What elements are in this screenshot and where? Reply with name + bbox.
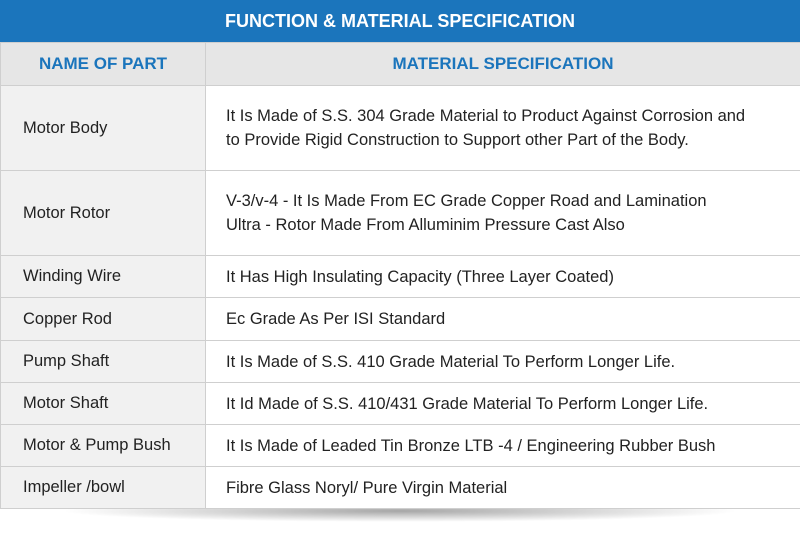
spec-cell: It Is Made of S.S. 410 Grade Material To… [205,340,800,383]
spec-line: It Is Made of S.S. 410 Grade Material To… [226,352,676,371]
row: Motor Body It Is Made of S.S. 304 Grade M… [0,85,800,171]
part-name: Impeller /bowl [0,466,206,509]
part-name: Pump Shaft [0,340,206,383]
spec-line: It Has High Insulating Capacity (Three L… [226,267,614,286]
row: Motor Rotor V-3/v-4 - It Is Made From EC … [0,170,800,256]
row: Motor & Pump Bush It Is Made of Leaded Ti… [0,424,800,467]
row: Motor Shaft It Id Made of S.S. 410/431 Gr… [0,382,800,425]
spec-cell: Ec Grade As Per ISI Standard [205,297,800,341]
part-name: Copper Rod [0,297,206,341]
row: Winding Wire It Has High Insulating Capac… [0,255,800,298]
part-name: Winding Wire [0,255,206,298]
row: Pump Shaft It Is Made of S.S. 410 Grade M… [0,340,800,383]
spec-cell: It Is Made of Leaded Tin Bronze LTB -4 /… [205,424,800,467]
spec-line: It Is Made of Leaded Tin Bronze LTB -4 /… [226,436,716,455]
spec-line: V-3/v-4 - It Is Made From EC Grade Coppe… [226,192,707,210]
spec-cell: Fibre Glass Noryl/ Pure Virgin Material [205,466,800,509]
spec-line: Ec Grade As Per ISI Standard [226,310,446,328]
spec-table: NAME OF PART MATERIAL SPECIFICATION Moto… [0,42,800,509]
spec-line: Fibre Glass Noryl/ Pure Virgin Material [226,478,508,497]
header-row: NAME OF PART MATERIAL SPECIFICATION [0,42,800,86]
spec-cell: V-3/v-4 - It Is Made From EC Grade Coppe… [205,170,800,256]
row: Copper Rod Ec Grade As Per ISI Standard [0,297,800,341]
header-cell: MATERIAL SPECIFICATION [205,42,800,86]
row: Impeller /bowl Fibre Glass Noryl/ Pure Vi… [0,466,800,509]
part-name: Motor Rotor [0,170,206,256]
part-name: Motor Body [0,85,206,171]
spec-cell: It Id Made of S.S. 410/431 Grade Materia… [205,382,800,425]
header-cell: NAME OF PART [0,42,206,86]
spec-cell: It Is Made of S.S. 304 Grade Material to… [205,85,800,171]
part-name: Motor & Pump Bush [0,424,206,467]
spec-line: It Id Made of S.S. 410/431 Grade Materia… [226,394,709,413]
spec-line: Ultra - Rotor Made From Alluminim Pressu… [226,216,625,234]
spec-line: to Provide Rigid Construction to Support… [226,131,689,149]
spec-cell: It Has High Insulating Capacity (Three L… [205,255,800,298]
spec-line: It Is Made of S.S. 304 Grade Material to… [226,107,746,125]
part-name: Motor Shaft [0,382,206,425]
table-title: FUNCTION & MATERIAL SPECIFICATION [0,0,800,42]
